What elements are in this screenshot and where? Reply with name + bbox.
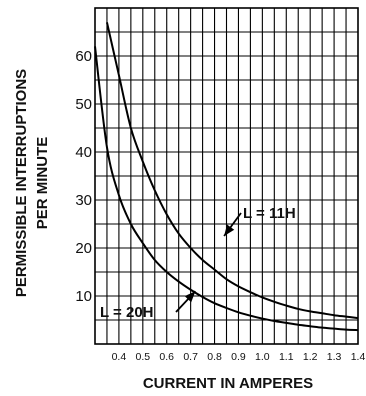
x-tick-label: 1.4: [351, 351, 366, 363]
series-line-l-20h: [94, 46, 359, 332]
x-axis-title: CURRENT IN AMPERES: [143, 375, 313, 392]
x-tick-label: 0.9: [231, 351, 246, 363]
plot-frame: [94, 7, 359, 345]
y-tick-label: 40: [75, 144, 92, 161]
x-tick-label: 0.7: [183, 351, 198, 363]
tick-labels: 10 20 30 40 50 60 0.4 0.5 0.6 0.7 0.8 0.9 1.0 1.1 1.2 1…: [75, 48, 365, 363]
y-tick-label: 50: [75, 96, 92, 113]
series-line-l-11h: [105, 22, 359, 320]
y-tick-label: 30: [75, 192, 92, 209]
annotation-l-20h: L = 20H: [100, 290, 197, 321]
x-tick-label: 1.1: [279, 351, 294, 363]
y-tick-label: 10: [75, 288, 92, 305]
x-tick-label: 0.5: [136, 351, 151, 363]
x-tick-label: 0.4: [112, 351, 127, 363]
annotation-l-20h-arrowhead: [184, 291, 196, 303]
x-tick-label: 1.0: [255, 351, 270, 363]
y-axis-title-line-2: PER MINUTE: [34, 137, 51, 230]
x-tick-label: 1.3: [327, 351, 342, 363]
series-curves: [94, 22, 359, 332]
x-tick-label: 1.2: [303, 351, 318, 363]
x-tick-label: 0.6: [159, 351, 174, 363]
grid: [94, 7, 359, 345]
annotation-l-11h: L = 11H: [223, 205, 296, 237]
y-axis-title-line-1: PERMISSIBLE INTERRUPTIONS: [13, 69, 30, 297]
annotation-l-20h-label: L = 20H: [100, 304, 154, 321]
y-tick-label: 20: [75, 240, 92, 257]
x-tick-label: 0.8: [207, 351, 222, 363]
annotation-l-11h-label: L = 11H: [243, 205, 296, 222]
annotation-l-11h-arrowhead: [224, 224, 235, 236]
y-tick-label: 60: [75, 48, 92, 65]
